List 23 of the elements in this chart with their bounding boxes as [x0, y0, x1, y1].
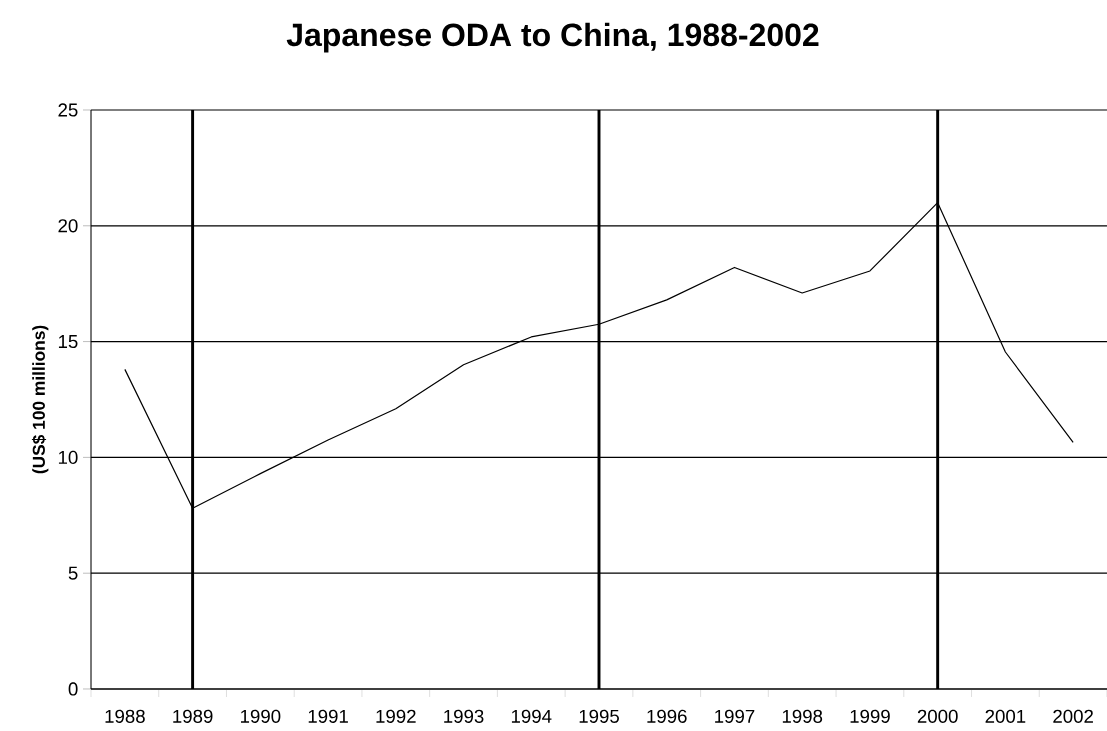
- chart-title: Japanese ODA to China, 1988-2002: [286, 22, 819, 53]
- y-tick-label: 15: [58, 335, 78, 349]
- y-tick-label: 25: [58, 103, 78, 117]
- x-tick-label: 1997: [715, 709, 755, 723]
- x-tick-label: 2002: [1053, 709, 1093, 723]
- x-tick-label: 1991: [308, 709, 348, 723]
- x-tick-label: 1995: [579, 709, 619, 723]
- y-axis-title: (US$ 100 millions): [31, 325, 49, 474]
- y-tick-label: 20: [58, 219, 78, 233]
- y-tick-label: 0: [68, 682, 78, 696]
- x-tick-label: 1998: [782, 709, 823, 723]
- x-tick-label: 1989: [173, 709, 213, 723]
- x-tick-label: 1992: [376, 709, 416, 723]
- x-tick-label: 1988: [105, 709, 145, 723]
- x-tick-label: 2000: [917, 709, 958, 723]
- x-tick-label: 1994: [511, 709, 552, 723]
- x-tick-label: 1996: [647, 709, 687, 723]
- x-tick-label: 1999: [850, 709, 890, 723]
- x-tick-label: 1993: [444, 709, 484, 723]
- y-tick-label: 5: [68, 566, 78, 580]
- x-tick-label: 1990: [241, 709, 281, 723]
- y-tick-label: 10: [58, 450, 78, 464]
- x-tick-label: 2001: [985, 709, 1026, 723]
